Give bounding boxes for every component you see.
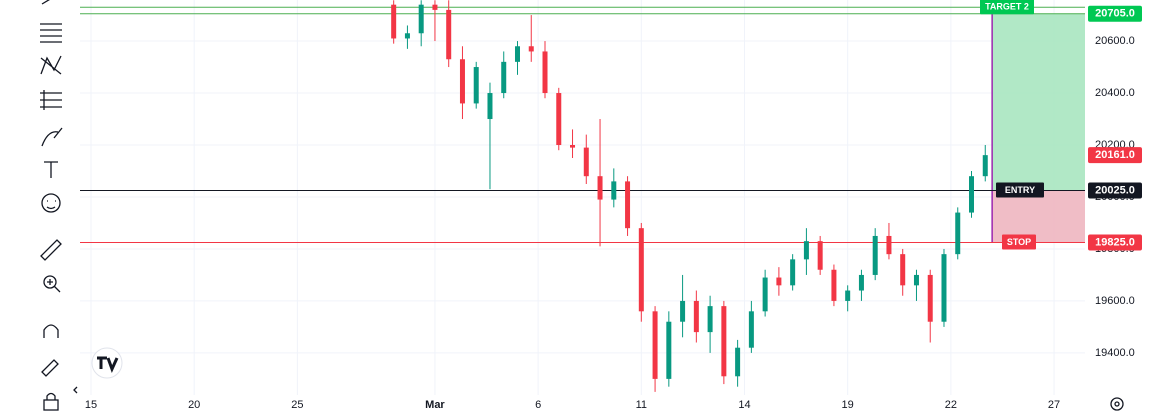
candle-body [803, 241, 809, 260]
candle-body [487, 93, 493, 120]
candle-body [735, 347, 741, 377]
candle-body [652, 311, 658, 379]
candle-body [680, 300, 686, 322]
candle-body [872, 235, 878, 275]
price-label-box [1088, 234, 1142, 251]
candle-body [817, 241, 823, 270]
candle-body [597, 176, 603, 200]
settings[interactable] [1110, 397, 1124, 411]
price-label-box [1088, 147, 1142, 164]
x-tick-label: 25 [291, 399, 303, 411]
x-tick-label: 11 [636, 399, 647, 411]
tool-zoom-plus [47, 279, 61, 293]
tool-lock-shackle [46, 392, 56, 400]
tag-box [996, 182, 1044, 198]
candle-body [391, 4, 397, 39]
x-tick-label: 14 [738, 399, 750, 411]
toolbar [40, 0, 78, 411]
tool-magnet[interactable] [43, 324, 59, 338]
tool-ruler[interactable] [40, 239, 62, 261]
tag-box [980, 0, 1034, 15]
tool-lock[interactable] [43, 399, 59, 411]
candle-body [707, 306, 713, 333]
x-tick-label: 6 [535, 399, 541, 411]
candle-body [845, 290, 851, 301]
candle-body [418, 4, 424, 34]
y-tick-label: 20400.0 [1095, 87, 1135, 99]
tool-prediction[interactable] [40, 90, 62, 110]
candle-body [542, 51, 548, 94]
y-tick-label: 19600.0 [1095, 295, 1135, 307]
candle-body [748, 311, 754, 348]
tool-brush[interactable] [41, 127, 63, 147]
candle-body [666, 321, 672, 379]
price-label-box [1088, 182, 1142, 199]
logo-badge [91, 347, 123, 379]
candle-body [790, 259, 796, 286]
price-label: 20705.0 [1095, 8, 1135, 20]
candle-body [927, 274, 933, 322]
tool-pattern[interactable] [40, 55, 62, 75]
tool-emoji-face [46, 200, 56, 210]
candle-body [528, 46, 534, 52]
tool-emoji[interactable] [41, 193, 61, 213]
candle-body [432, 4, 438, 10]
candle-body [473, 67, 479, 104]
candle-body [762, 277, 768, 312]
price-label: 20025.0 [1095, 184, 1135, 196]
tool-lock-draw[interactable] [41, 359, 59, 377]
candle-body [611, 181, 617, 200]
tag-box [1002, 234, 1036, 250]
candle-body [968, 176, 974, 213]
x-tick-label: 15 [85, 399, 97, 411]
y-tick-label: 19400.0 [1095, 347, 1135, 359]
candle-body [913, 274, 919, 286]
candle-body [514, 46, 520, 62]
candle-body [556, 93, 562, 146]
x-tick-label: 20 [188, 399, 200, 411]
tool-fib[interactable] [40, 23, 62, 43]
tool-zoom[interactable] [43, 275, 57, 289]
logo [91, 347, 123, 379]
tool-line[interactable] [41, 0, 52, 5]
candle-body [858, 274, 864, 291]
x-tick-label: 27 [1048, 399, 1060, 411]
price-label: 20161.0 [1095, 149, 1135, 161]
plot: 152025Mar6111419222719400.019600.019800.… [80, 0, 1142, 411]
candle-body [404, 33, 410, 39]
logo-mark [97, 356, 119, 373]
candle-body [941, 254, 947, 322]
candle-body [721, 306, 727, 377]
target-zone [992, 13, 1085, 191]
candle-body [583, 147, 589, 177]
price-label: 19825.0 [1095, 236, 1135, 248]
tag-label: TARGET 2 [985, 2, 1029, 12]
candle-body [446, 9, 452, 60]
price-label-box [1088, 5, 1142, 22]
stop-zone [992, 190, 1085, 243]
candle-body [625, 181, 631, 229]
tool-text[interactable] [44, 161, 58, 178]
candle-body [459, 59, 465, 104]
candle-body [776, 277, 782, 286]
x-tick-label: 22 [945, 399, 957, 411]
x-tick-label: Mar [425, 399, 445, 411]
candle-body [982, 155, 988, 177]
candle-body [638, 228, 644, 312]
candle-body [501, 61, 507, 94]
collapse-arrow[interactable] [73, 386, 78, 394]
y-tick-label: 20600.0 [1095, 35, 1135, 47]
x-tick-label: 19 [842, 399, 854, 411]
tag-label: ENTRY [1005, 185, 1035, 195]
tag-label: STOP [1007, 237, 1031, 247]
candle-body [831, 269, 837, 301]
candle-body [693, 300, 699, 333]
candle-body [900, 254, 906, 286]
candle-body [886, 235, 892, 255]
candle-body [955, 212, 961, 255]
candle-body [570, 145, 576, 148]
